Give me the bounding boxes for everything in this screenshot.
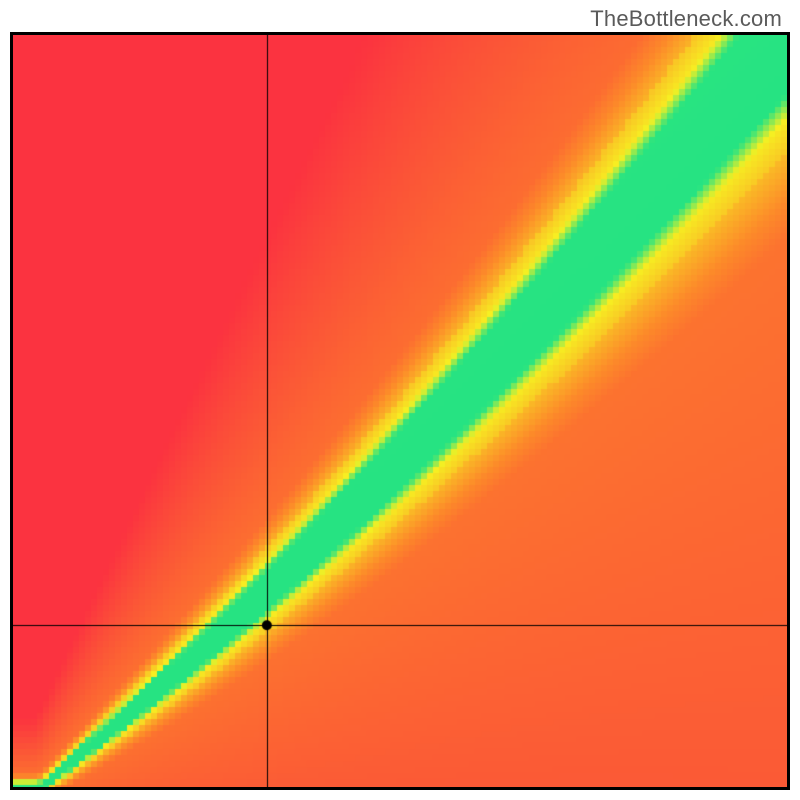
watermark-text: TheBottleneck.com bbox=[590, 6, 782, 32]
heatmap-canvas bbox=[13, 35, 787, 787]
chart-frame bbox=[10, 32, 790, 790]
